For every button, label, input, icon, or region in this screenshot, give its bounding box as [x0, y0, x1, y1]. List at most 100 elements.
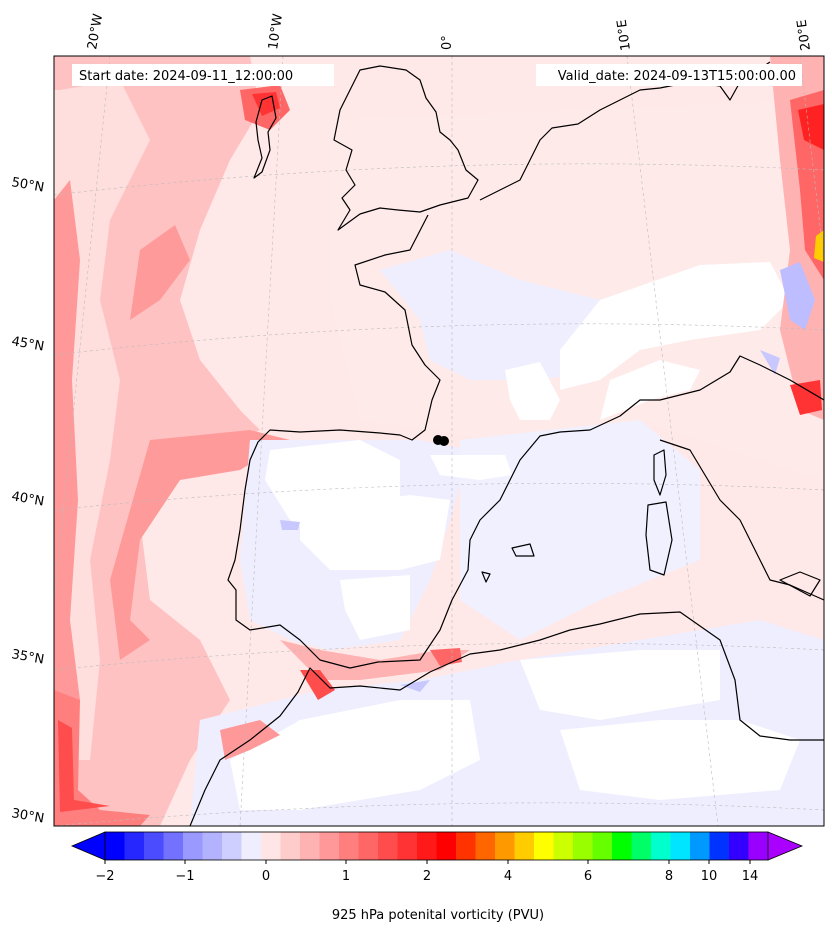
colorbar-segment: [319, 832, 340, 860]
colorbar-tick-label: 10: [701, 869, 718, 884]
latitude-labels: 50°N 45°N 40°N 35°N 30°N: [10, 175, 45, 826]
colorbar-segment: [534, 832, 554, 860]
graticule-lon-20e: [799, 56, 824, 261]
map-panel: [54, 56, 824, 826]
pv-field-sahara-white-1: [230, 700, 480, 810]
pv-field-adriatic-red: [790, 380, 822, 415]
coastlines: [189, 61, 824, 826]
colorbar-segment: [495, 832, 515, 860]
graticule: [54, 56, 824, 826]
colorbar-segment: [144, 832, 164, 860]
colorbar-segment: [514, 832, 535, 860]
colorbar-tick-label: 8: [665, 869, 673, 884]
pv-field-atlantic-streak-2: [130, 225, 190, 320]
lat-label-30n: 30°N: [10, 806, 45, 826]
colorbar-segment: [378, 832, 398, 860]
pv-field-alps-blue: [780, 262, 815, 330]
lat-label-40n: 40°N: [10, 489, 45, 509]
lat-label-45n: 45°N: [10, 334, 45, 354]
colorbar-segment: [222, 832, 242, 860]
colorbar-segment: [592, 832, 613, 860]
colorbar-segment: [124, 832, 145, 860]
map-frame: [53, 55, 825, 827]
colorbar-segment: [436, 832, 457, 860]
colorbar-segment: [553, 832, 574, 860]
colorbar-tick-label: 14: [742, 869, 759, 884]
colorbar-tick-label: 0: [262, 869, 270, 884]
colorbar-tick-label: 1: [342, 869, 350, 884]
pv-field-atlantic-streak-5: [58, 720, 110, 812]
coast-ireland: [253, 95, 277, 179]
colorbar-title: 925 hPa potenital vorticity (PVU): [332, 908, 544, 923]
colorbar-segment: [339, 832, 359, 860]
colorbar: −2 −1 0 1 2 4 6 8 10 14: [70, 831, 804, 884]
graticule-lat-30: [54, 802, 824, 826]
colorbar-segment: [358, 832, 379, 860]
colorbar-segment: [651, 832, 671, 860]
lon-label-20e: 20°E: [795, 18, 814, 51]
pv-field-ebro-white: [430, 455, 512, 480]
valid-date-box: [536, 64, 802, 86]
pv-field-land-pale: [330, 100, 824, 480]
colorbar-segment: [748, 832, 769, 860]
colorbar-segment: [417, 832, 437, 860]
colorbar-segment: [456, 832, 476, 860]
coast-north-africa: [189, 611, 824, 826]
pv-field-med-blue-2: [400, 680, 430, 692]
pv-field-ireland-core: [252, 92, 280, 116]
coast-mallorca: [511, 543, 535, 557]
coast-atlantic-iberia-med: [227, 214, 824, 669]
graticule-lat-50: [54, 163, 824, 196]
lon-label-10e: 10°E: [615, 18, 634, 51]
pv-field-med-blue-3: [760, 350, 780, 375]
coast-sicily: [779, 571, 821, 597]
colorbar-segment: [573, 832, 593, 860]
colorbar-segment: [612, 832, 632, 860]
longitude-labels: 20°W 10°W 0° 10°E 20°E: [85, 13, 814, 52]
pv-field-east-core: [798, 104, 824, 150]
colorbar-segment: [300, 832, 320, 860]
graticule-lat-45: [54, 323, 824, 356]
graticule-lon-20w: [54, 56, 111, 601]
lon-label-0: 0°: [440, 35, 455, 50]
colorbar-segment: [397, 832, 418, 860]
lat-label-50n: 50°N: [10, 175, 45, 195]
coast-north-sea: [479, 61, 771, 201]
start-date-box: [72, 64, 334, 86]
colorbar-segment: [163, 832, 184, 860]
coast-great-britain: [333, 65, 479, 231]
colorbar-frame: [104, 831, 769, 861]
graticule-lat-40: [54, 483, 824, 511]
pv-field-med-lavender: [460, 420, 700, 640]
colorbar-segment: [280, 832, 301, 860]
pv-field-atlantic-streak-4: [54, 690, 150, 826]
colorbar-segment: [709, 832, 730, 860]
coast-sardinia: [645, 501, 673, 576]
lon-label-20w: 20°W: [85, 13, 106, 51]
colorbar-segment: [202, 832, 223, 860]
lat-label-35n: 35°N: [10, 647, 45, 667]
graticule-lon-10w: [239, 56, 284, 826]
pv-field-sahara-white-3: [560, 720, 800, 800]
colorbar-tick-label: −2: [95, 869, 114, 884]
colorbar-segment: [690, 832, 710, 860]
lon-label-10w: 10°W: [266, 13, 286, 51]
colorbar-segment: [475, 832, 496, 860]
pv-field-spain-white-3: [340, 575, 410, 640]
pv-field-alps-white: [560, 262, 790, 390]
colorbar-segment: [261, 832, 281, 860]
colorbar-segment: [670, 832, 691, 860]
pv-field-atlantic-streak-3: [110, 430, 290, 660]
colorbar-segment: [183, 832, 203, 860]
colorbar-tick-label: 6: [584, 869, 592, 884]
colorbar-segment: [631, 832, 652, 860]
graticule-lat-35: [54, 643, 824, 671]
colorbar-tick-label: 2: [423, 869, 431, 884]
coast-italy: [659, 439, 824, 601]
colorbar-tick-label: −1: [175, 869, 194, 884]
colorbar-extend-low: [70, 831, 106, 861]
pv-field-rhone-white: [505, 362, 560, 420]
pv-field-sahara-white-2: [520, 650, 720, 720]
colorbar-segment: [241, 832, 262, 860]
